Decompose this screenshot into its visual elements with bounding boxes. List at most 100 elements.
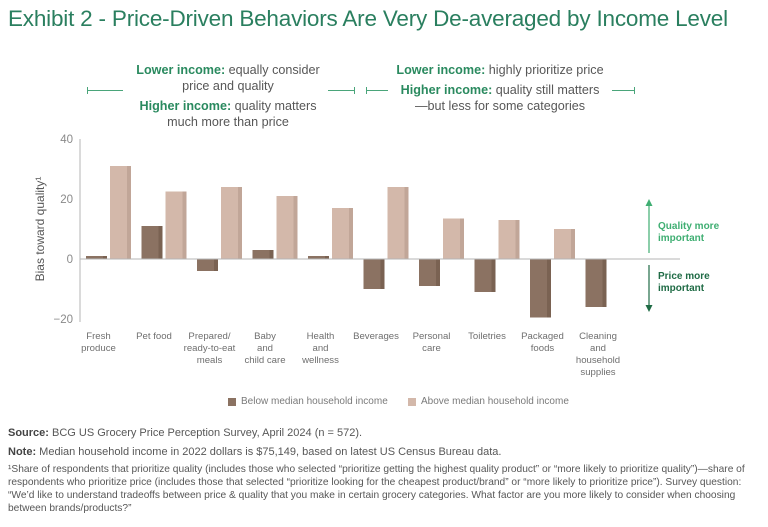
- annotation-right-higher-text: quality still matters—but less for some …: [414, 83, 600, 113]
- x-tick-label-line: produce: [81, 343, 116, 354]
- bar-shade: [325, 256, 329, 259]
- note-text: Median household income in 2022 dollars …: [36, 446, 502, 458]
- bar-shade: [158, 226, 163, 259]
- arrow-up-icon: [645, 199, 653, 206]
- bar-below-median: [141, 226, 163, 259]
- x-tick-label: Baby and child care: [244, 331, 285, 366]
- quality-more-important-label: Quality more: [658, 221, 720, 232]
- x-tick-label-line: Toiletries: [468, 331, 506, 342]
- bar-body: [308, 256, 329, 259]
- y-axis-label: Bias toward quality¹: [33, 177, 47, 282]
- bar-shade: [214, 259, 218, 271]
- bracket-right-end: [612, 87, 635, 94]
- x-tick-label-line: and: [590, 343, 606, 354]
- bar-below-median: [308, 256, 329, 259]
- x-tick-label-line: and: [312, 343, 328, 354]
- bar-shade: [460, 218, 464, 259]
- annotation-left-lower: Lower income: equally consider price and…: [128, 62, 328, 94]
- bar-shade: [238, 187, 242, 259]
- x-tick-label-line: Baby: [254, 331, 276, 342]
- x-tick-label-line: foods: [531, 343, 555, 354]
- bar-body: [443, 218, 464, 259]
- bar-shade: [269, 250, 274, 259]
- bar-shade: [404, 187, 409, 259]
- arrow-down-icon: [645, 305, 653, 312]
- bracket-left-start: [87, 87, 123, 94]
- annotation-right-higher-label: Higher income:: [400, 83, 493, 97]
- source-label: Source:: [8, 427, 49, 439]
- bar-below-median: [363, 259, 385, 289]
- bar-above-median: [554, 229, 575, 259]
- x-tick-label-line: and: [257, 343, 273, 354]
- x-tick-label: Packaged foods: [521, 331, 564, 354]
- x-tick-label-line: household: [576, 355, 620, 366]
- bar-below-median: [530, 259, 551, 318]
- bar-shade: [182, 191, 187, 259]
- annotation-right-higher: Higher income: quality still matters—but…: [385, 82, 615, 114]
- annotation-right-lower-label: Lower income:: [396, 63, 486, 77]
- x-tick-label-line: wellness: [301, 355, 339, 366]
- x-tick-label-line: Packaged: [521, 331, 564, 342]
- legend-swatch-below: [228, 397, 236, 406]
- bar-body: [165, 191, 187, 259]
- annotation-left-lower-text: equally consider price and quality: [182, 63, 320, 93]
- x-tick-label: Cleaning and household supplies: [576, 331, 620, 378]
- annotation-left: Lower income: equally consider price and…: [128, 62, 328, 130]
- annotation-left-higher-text: quality matters much more than price: [167, 99, 317, 129]
- x-tick-label-line: supplies: [580, 367, 615, 378]
- bar-shade: [515, 220, 520, 259]
- bar-below-median: [86, 256, 107, 259]
- x-tick-label-line: Personal: [413, 331, 451, 342]
- annotation-left-lower-label: Lower income:: [136, 63, 226, 77]
- y-tick-label: 40: [60, 134, 73, 146]
- bar-body: [498, 220, 520, 259]
- note-label: Note:: [8, 446, 37, 458]
- bar-shade: [127, 166, 131, 259]
- source-line: Source: BCG US Grocery Price Perception …: [8, 427, 362, 439]
- bar-below-median: [474, 259, 496, 292]
- bar-above-median: [165, 191, 187, 259]
- bar-below-median: [585, 259, 607, 307]
- bar-above-median: [276, 196, 298, 259]
- x-tick-label-line: child care: [244, 355, 285, 366]
- y-tick-label: 0: [67, 254, 73, 266]
- price-more-important-label: important: [658, 283, 705, 294]
- annotation-right: Lower income: highly prioritize price Hi…: [385, 62, 615, 114]
- bar-body: [110, 166, 131, 259]
- source-text: BCG US Grocery Price Perception Survey, …: [48, 427, 363, 439]
- bar-shade: [491, 259, 496, 292]
- annotation-right-lower-text: highly prioritize price: [485, 63, 604, 77]
- bar-above-median: [110, 166, 131, 259]
- bar-body: [332, 208, 353, 259]
- x-tick-label-line: Prepared/: [188, 331, 230, 342]
- bar-above-median: [332, 208, 353, 259]
- bar-body: [141, 226, 163, 259]
- note-line: Note: Median household income in 2022 do…: [8, 446, 501, 458]
- bar-above-median: [221, 187, 242, 259]
- footnote: ¹Share of respondents that prioritize qu…: [8, 464, 745, 514]
- bar-body: [387, 187, 409, 259]
- legend-swatch-above: [408, 397, 416, 406]
- x-tick-label-line: meals: [197, 355, 223, 366]
- x-tick-label-line: Pet food: [136, 331, 172, 342]
- bar-shade: [103, 256, 107, 259]
- bracket-left-end: [328, 87, 355, 94]
- x-tick-label: Fresh produce: [81, 331, 116, 354]
- bar-below-median: [197, 259, 218, 271]
- bar-shade: [349, 208, 353, 259]
- bar-above-median: [498, 220, 520, 259]
- bar-below-median: [419, 259, 440, 286]
- x-tick-label-line: Health: [307, 331, 335, 342]
- x-tick-label: Beverages: [353, 331, 399, 342]
- bar-body: [276, 196, 298, 259]
- legend-label-below: Below median household income: [241, 396, 388, 407]
- bar-above-median: [387, 187, 409, 259]
- bar-body: [474, 259, 496, 292]
- legend-item-below: Below median household income: [228, 396, 388, 407]
- bar-body: [530, 259, 551, 318]
- bar-shade: [293, 196, 298, 259]
- bar-body: [86, 256, 107, 259]
- y-tick-label: −20: [53, 314, 73, 326]
- bar-shade: [602, 259, 607, 307]
- legend-label-above: Above median household income: [421, 396, 569, 407]
